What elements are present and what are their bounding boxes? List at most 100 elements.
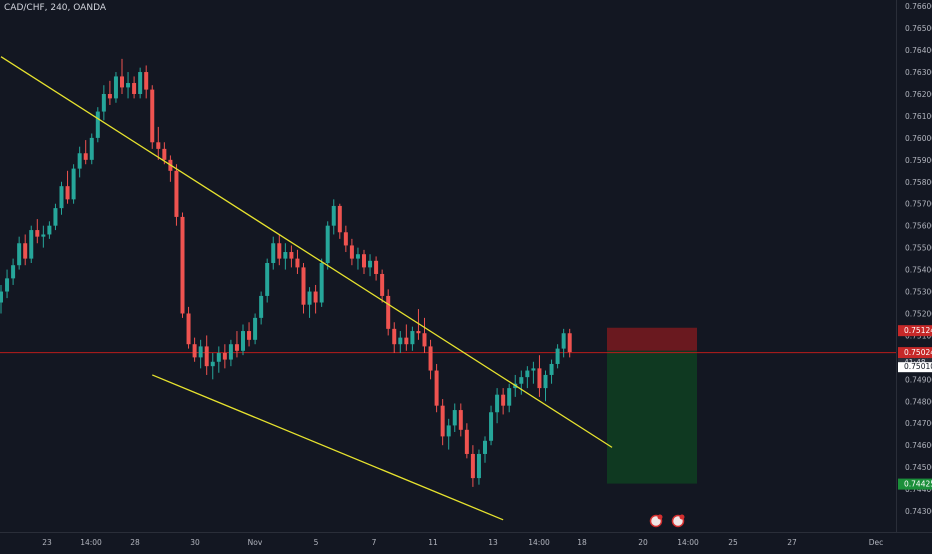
candle-body (301, 267, 306, 305)
time-tick-label: Nov (248, 538, 263, 547)
candle-body (483, 440, 487, 454)
candle (265, 258, 270, 303)
candle-body (222, 352, 227, 360)
candle-body (150, 89, 155, 143)
candle (555, 344, 560, 369)
take-profit-zone (607, 350, 697, 484)
candle-body (355, 254, 360, 259)
candle-body (156, 142, 161, 149)
candle (234, 331, 239, 358)
candle-body (343, 232, 348, 246)
candle (144, 65, 149, 99)
candle-body (53, 208, 58, 226)
time-tick-label: 30 (190, 538, 200, 547)
candle (283, 243, 288, 270)
candle (216, 346, 221, 373)
candle (228, 339, 233, 367)
candle-body (507, 388, 512, 406)
candle (319, 258, 324, 307)
candle (89, 133, 94, 165)
event-markers[interactable] (649, 514, 685, 528)
candle-body (59, 186, 64, 209)
candle (77, 146, 82, 178)
candle (23, 234, 28, 266)
candle-body (259, 295, 264, 318)
candle (313, 284, 318, 314)
candle (452, 403, 457, 433)
candle-body (368, 260, 373, 268)
event-marker-icon (671, 514, 685, 528)
time-axis[interactable]: 23 14:00 28 30 Nov 5 7 11 13 14:00 18 20 14:00 25 27 De… (42, 538, 883, 547)
candle-body (101, 93, 106, 112)
time-tick-label: 7 (372, 538, 377, 547)
candle-body (289, 252, 294, 259)
symbol-title: CAD/CHF, 240, OANDA (4, 3, 106, 13)
candle-body (71, 168, 76, 200)
candle-body (434, 370, 439, 406)
candle (120, 58, 124, 94)
candle-body (489, 412, 494, 441)
time-tick-label: 13 (488, 538, 498, 547)
candle-body (5, 278, 10, 292)
candle (422, 317, 427, 353)
candle-body (440, 405, 445, 437)
time-tick-label: Dec (869, 538, 884, 547)
candle (180, 212, 185, 318)
candle-body (107, 93, 112, 99)
candle (101, 85, 106, 121)
candle (416, 309, 421, 340)
candle (404, 324, 409, 351)
candle-body (422, 333, 427, 347)
candle-body (476, 453, 481, 479)
candle (380, 269, 385, 303)
candle-body (561, 333, 566, 349)
candle (495, 388, 500, 424)
current-price-label-bg (898, 347, 932, 359)
candle (138, 67, 143, 99)
candle (355, 247, 360, 270)
time-tick-label: 14:00 (80, 538, 102, 547)
candle (392, 322, 397, 353)
candle-body (331, 205, 336, 226)
candle-body (386, 295, 391, 329)
candle (5, 269, 10, 299)
candle (259, 291, 264, 325)
candle (325, 221, 330, 270)
event-marker-icon (649, 514, 663, 528)
candle-body (537, 368, 542, 389)
candle (561, 328, 566, 358)
bar-close-label-text: 0.75010 (904, 362, 932, 371)
candle (337, 203, 342, 239)
candle (307, 287, 312, 318)
candle-body (416, 331, 421, 334)
candle (132, 76, 137, 99)
candle (186, 306, 191, 349)
candle (107, 80, 112, 105)
candle (113, 72, 118, 103)
candle-body (337, 205, 342, 233)
candle (428, 339, 433, 380)
trendline-lower (152, 374, 504, 521)
time-tick-label: 11 (428, 538, 438, 547)
candle (29, 225, 34, 263)
trendlines[interactable] (0, 56, 613, 521)
candle-body (428, 346, 433, 371)
time-tick-label: 14:00 (528, 538, 550, 547)
candle (192, 337, 197, 362)
candle (71, 164, 76, 204)
candle (289, 245, 294, 268)
